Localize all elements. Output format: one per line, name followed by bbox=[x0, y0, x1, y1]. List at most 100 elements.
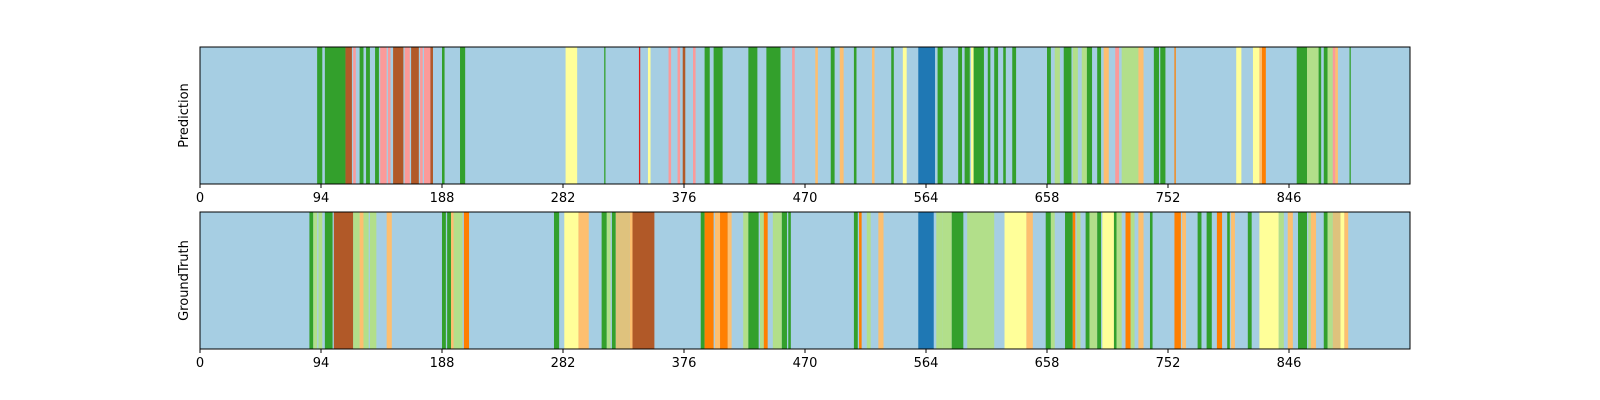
x-tick-label-752: 752 bbox=[1156, 356, 1181, 371]
segment-48 bbox=[1050, 212, 1055, 349]
segment-41 bbox=[936, 212, 943, 349]
segment-34 bbox=[853, 47, 857, 184]
segment-3 bbox=[324, 212, 333, 349]
segment-36 bbox=[853, 212, 858, 349]
segment-17 bbox=[565, 47, 578, 184]
segment-2 bbox=[345, 47, 352, 184]
segment-57 bbox=[1121, 47, 1139, 184]
segment-75 bbox=[1310, 212, 1317, 349]
segment-45 bbox=[1004, 212, 1027, 349]
segment-29 bbox=[767, 47, 781, 184]
segment-37 bbox=[902, 47, 907, 184]
segment-16 bbox=[564, 212, 579, 349]
segment-65 bbox=[1206, 212, 1212, 349]
x-tick-label-0: 0 bbox=[196, 191, 204, 206]
panel-prediction: 0 94 188 282 376 470 564 658 752 846 Prediction bbox=[177, 46, 1411, 206]
segment-68 bbox=[1318, 47, 1322, 184]
x-tick-label-376: 376 bbox=[672, 356, 697, 371]
x-tick-label-376: 376 bbox=[672, 191, 697, 206]
x-tick-label-564: 564 bbox=[914, 356, 939, 371]
segment-79 bbox=[1340, 212, 1345, 349]
segment-67 bbox=[1227, 212, 1230, 349]
segment-37 bbox=[859, 212, 862, 349]
segment-32 bbox=[830, 47, 835, 184]
x-tick-label-94: 94 bbox=[313, 356, 330, 371]
segment-64 bbox=[1259, 47, 1262, 184]
segment-68 bbox=[1231, 212, 1235, 349]
segment-10 bbox=[442, 212, 446, 349]
segment-56 bbox=[1115, 47, 1120, 184]
segment-24 bbox=[693, 47, 696, 184]
segment-76 bbox=[1323, 212, 1328, 349]
segment-80 bbox=[1344, 212, 1349, 349]
segment-5 bbox=[353, 212, 360, 349]
segment-53 bbox=[1089, 212, 1098, 349]
segment-52 bbox=[1085, 212, 1090, 349]
segment-56 bbox=[1113, 212, 1117, 349]
segment-27 bbox=[720, 212, 728, 349]
segment-24 bbox=[700, 212, 705, 349]
segment-30 bbox=[792, 47, 795, 184]
x-tick-label-282: 282 bbox=[551, 191, 576, 206]
segment-38 bbox=[918, 47, 936, 184]
segment-1 bbox=[324, 47, 346, 184]
segment-18 bbox=[604, 47, 606, 184]
y-axis-label: GroundTruth bbox=[177, 240, 192, 321]
segment-22 bbox=[677, 47, 681, 184]
segment-9 bbox=[386, 212, 392, 349]
panel-groundtruth: 0 94 188 282 376 470 564 658 752 846 GroundTruth bbox=[177, 211, 1411, 371]
segment-1 bbox=[313, 212, 318, 349]
segment-30 bbox=[748, 212, 759, 349]
segment-28 bbox=[766, 47, 769, 184]
x-tick-label-188: 188 bbox=[430, 191, 455, 206]
segment-60 bbox=[1160, 47, 1166, 184]
x-tick-label-658: 658 bbox=[1035, 191, 1060, 206]
segment-71 bbox=[1278, 212, 1284, 349]
segment-50 bbox=[1072, 212, 1076, 349]
segment-72 bbox=[1335, 47, 1338, 184]
segment-61 bbox=[1149, 212, 1153, 349]
x-tick-label-752: 752 bbox=[1156, 191, 1181, 206]
segment-21 bbox=[668, 47, 672, 184]
segment-52 bbox=[1081, 47, 1087, 184]
segment-27 bbox=[748, 47, 758, 184]
segment-53 bbox=[1086, 47, 1093, 184]
segment-44 bbox=[987, 47, 991, 184]
segment-0 bbox=[309, 212, 314, 349]
segment-5 bbox=[366, 47, 370, 184]
segment-15 bbox=[553, 212, 560, 349]
segment-9 bbox=[393, 47, 404, 184]
segment-15 bbox=[442, 47, 445, 184]
segment-7 bbox=[363, 212, 369, 349]
segment-49 bbox=[1065, 212, 1073, 349]
segment-46 bbox=[1026, 212, 1033, 349]
segment-64 bbox=[1197, 212, 1202, 349]
x-tick-label-282: 282 bbox=[551, 356, 576, 371]
segment-14 bbox=[463, 212, 470, 349]
segment-20 bbox=[647, 47, 651, 184]
segment-59 bbox=[1153, 47, 1159, 184]
segment-47 bbox=[1045, 212, 1051, 349]
x-tick-label-846: 846 bbox=[1277, 191, 1302, 206]
segment-45 bbox=[994, 47, 999, 184]
segment-6 bbox=[375, 47, 379, 184]
segment-2 bbox=[318, 212, 323, 349]
x-tick-label-0: 0 bbox=[196, 356, 204, 371]
segment-47 bbox=[1012, 47, 1017, 184]
segment-25 bbox=[704, 47, 710, 184]
segment-19 bbox=[606, 212, 611, 349]
segment-38 bbox=[866, 212, 871, 349]
y-axis-label: Prediction bbox=[177, 83, 192, 148]
segment-50 bbox=[1063, 47, 1072, 184]
segment-23 bbox=[632, 212, 655, 349]
segment-43 bbox=[951, 212, 964, 349]
segment-34 bbox=[781, 212, 787, 349]
segment-32 bbox=[763, 212, 768, 349]
segment-35 bbox=[871, 47, 875, 184]
segment-41 bbox=[964, 47, 970, 184]
segment-55 bbox=[1103, 47, 1109, 184]
segment-33 bbox=[772, 212, 782, 349]
segment-59 bbox=[1130, 212, 1135, 349]
segment-8 bbox=[369, 212, 377, 349]
segment-29 bbox=[743, 212, 749, 349]
